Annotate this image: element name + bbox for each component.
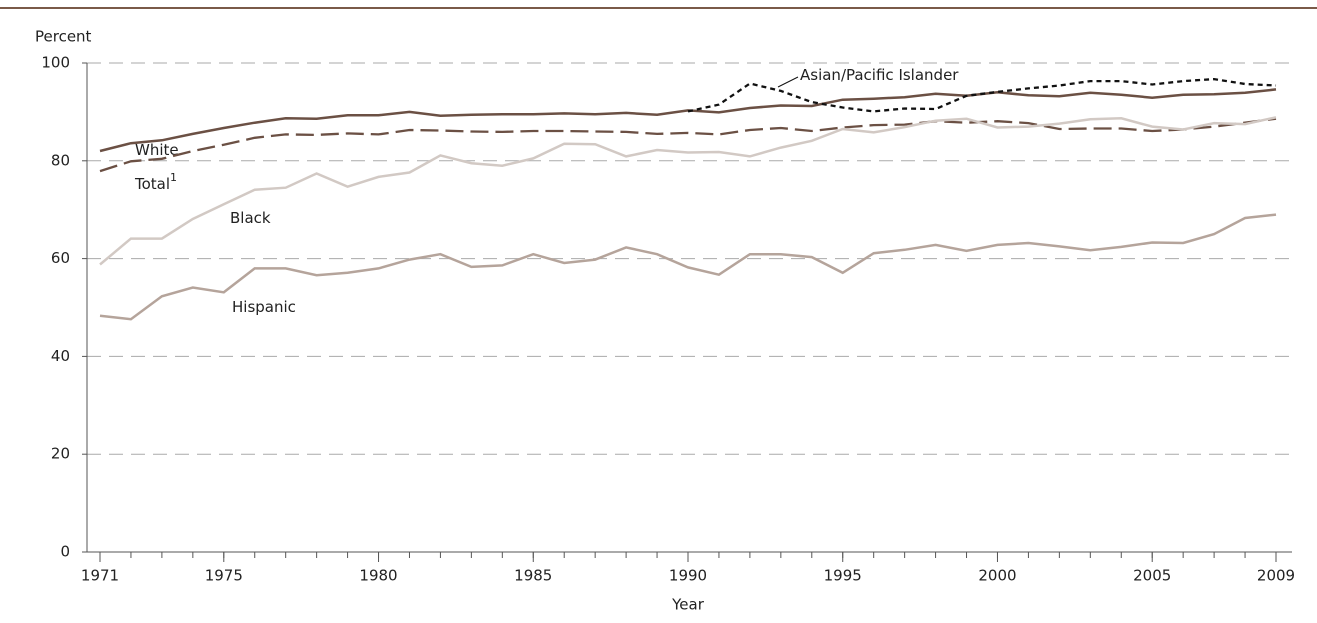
series-label: White (135, 141, 179, 159)
x-tick-label: 1980 (359, 567, 397, 585)
x-tick-label: 1990 (669, 567, 707, 585)
x-tick-label: 2009 (1257, 567, 1295, 585)
x-tick-label: 1975 (205, 567, 243, 585)
y-tick-label: 80 (51, 151, 70, 169)
x-tick-label: 1985 (514, 567, 552, 585)
series-label: Asian/Pacific Islander (800, 66, 959, 84)
series-name: Total (134, 175, 170, 193)
series-line (99, 88, 1277, 153)
series-label: Black (230, 209, 271, 227)
x-tick-label: 1971 (81, 567, 119, 585)
y-tick-label: 40 (51, 347, 70, 365)
series-line (687, 77, 1277, 113)
y-tick-label: 100 (41, 54, 70, 72)
series-name: Hispanic (232, 298, 296, 316)
series-line (99, 116, 1277, 266)
footnote-marker: 1 (170, 171, 177, 184)
x-tick-label: 2000 (978, 567, 1016, 585)
x-tick-label: 1995 (824, 567, 862, 585)
x-tick-label: 2005 (1133, 567, 1171, 585)
series-name: White (135, 141, 179, 159)
y-tick-label: 20 (51, 445, 70, 463)
series-label: Hispanic (232, 298, 296, 316)
y-tick-label: 0 (60, 543, 70, 561)
x-axis-label: Year (671, 596, 705, 614)
y-axis-label: Percent (35, 28, 92, 46)
y-tick-label: 60 (51, 249, 70, 267)
series-name: Asian/Pacific Islander (800, 66, 959, 84)
series-line (99, 213, 1277, 321)
series-name: Black (230, 209, 271, 227)
series-label: Total1 (134, 171, 177, 193)
label-leader (777, 76, 799, 88)
series-line (99, 117, 1277, 173)
